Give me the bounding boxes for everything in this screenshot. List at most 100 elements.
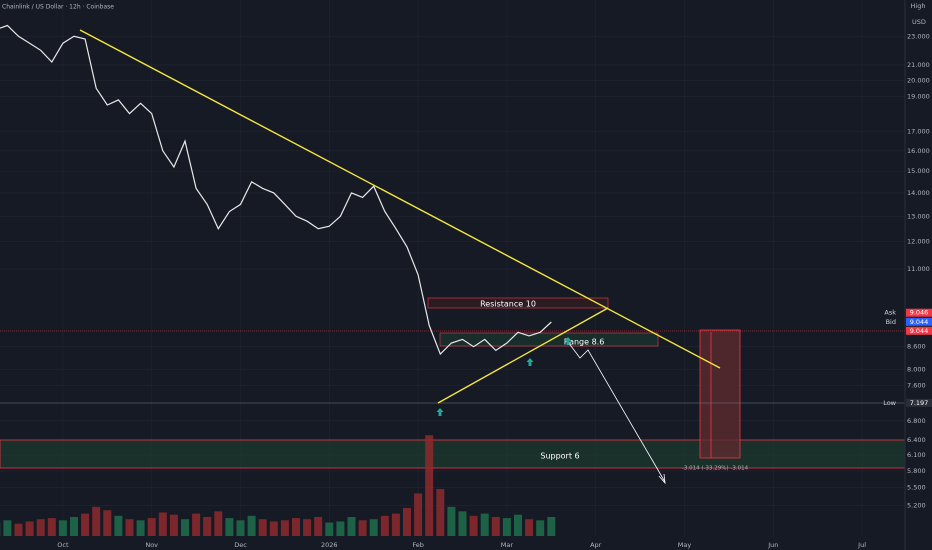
price-line: [0, 24, 552, 356]
volume-bar: [458, 511, 467, 536]
x-tick-label: Jul: [857, 541, 866, 549]
y-tick-label: 16.000: [907, 147, 930, 155]
y-tick-label: 14.000: [907, 189, 930, 197]
projection-arrowhead: [658, 473, 666, 485]
volume-bar: [547, 516, 556, 536]
y-tick-label: 23.000: [907, 32, 930, 40]
volume-bar: [502, 518, 511, 536]
projection-path: [567, 341, 666, 483]
support-zone: [0, 439, 906, 469]
volume-bar: [336, 521, 345, 536]
up-arrow: [436, 408, 444, 416]
volume-bar: [380, 515, 389, 536]
short-position: [699, 329, 741, 459]
y-tick-label: 12.000: [907, 238, 930, 246]
range-label: Range 8.6: [564, 338, 605, 347]
volume-bar: [391, 513, 400, 536]
resistance-label: Resistance 10: [480, 300, 536, 309]
currency: USD: [912, 18, 926, 26]
volume-bar: [514, 514, 522, 536]
x-tick-label: Dec: [234, 541, 247, 549]
badge-label: Ask: [884, 309, 896, 317]
volume-bar: [125, 519, 134, 536]
y-tick-label: 7.600: [907, 382, 926, 390]
volume-bar: [358, 520, 367, 536]
volume-bar: [425, 435, 434, 536]
x-tick-label: Oct: [57, 541, 69, 549]
ascending-trendline: [437, 307, 609, 404]
badge-value: 9.046: [910, 309, 929, 317]
buy-arrows: [436, 337, 572, 416]
y-tick-label: 11.000: [907, 265, 930, 273]
volume-bar: [169, 514, 178, 536]
up-arrow: [526, 358, 534, 366]
volume-bar: [447, 506, 456, 536]
x-tick-label: Mar: [501, 541, 514, 549]
volume-bar: [325, 522, 334, 536]
volume-bar: [403, 508, 411, 536]
y-tick-label: 6.100: [907, 451, 926, 459]
y-tick-label: 13.000: [907, 212, 930, 220]
price-badge: [906, 308, 932, 317]
volume-bar: [70, 516, 78, 536]
support-label: Support 6: [540, 452, 579, 461]
y-tick-label: 5.800: [907, 467, 926, 475]
volume-bar: [58, 520, 67, 536]
x-tick-label: Jun: [767, 541, 778, 549]
high-label: High: [911, 2, 926, 10]
badge-label: Bid: [886, 318, 896, 326]
volume-bar: [147, 518, 156, 536]
volume-bar: [436, 488, 445, 536]
volume-bar: [203, 516, 212, 536]
volume-bar: [3, 520, 12, 536]
volume-bar: [47, 518, 56, 536]
volume-bar: [114, 515, 123, 536]
y-tick-label: 17.000: [907, 128, 930, 136]
y-tick-label: 20.000: [907, 76, 930, 84]
volume-bar: [269, 521, 278, 536]
y-tick-label: 15.000: [907, 167, 930, 175]
x-tick-label: 2026: [321, 541, 338, 549]
y-tick-label: 6.800: [907, 417, 926, 425]
badge-value: 9.044: [910, 327, 929, 335]
up-arrow: [564, 337, 572, 345]
price-badge: [906, 317, 932, 326]
volume-bar: [158, 512, 167, 536]
volume-bar: [247, 515, 256, 536]
volume-bar: [92, 506, 101, 536]
descending-trendline: [79, 29, 721, 369]
volume-bar: [81, 513, 90, 536]
volume-bar: [14, 523, 23, 536]
y-tick-label: 19.000: [907, 93, 930, 101]
y-tick-label: 6.400: [907, 436, 926, 444]
target-label: -3.014 (-33.29%) -3.014: [682, 466, 749, 472]
volume-bar: [36, 519, 45, 536]
range-zone: [439, 332, 659, 347]
volume-bar: [347, 516, 356, 536]
volume-bar: [181, 519, 189, 536]
volume-bar: [280, 520, 289, 536]
volume-bar: [258, 519, 267, 536]
resistance-zone: [427, 297, 609, 309]
volume-bar: [214, 511, 223, 536]
price-badge: [906, 326, 932, 335]
volume-bar: [480, 513, 489, 536]
y-tick-label: 5.500: [907, 484, 926, 492]
y-tick-label: 21.000: [907, 61, 930, 69]
badge-value: 7.197: [910, 399, 929, 407]
volume-bar: [136, 520, 145, 536]
volume-bar: [103, 510, 112, 536]
badge-label: Low: [883, 399, 896, 407]
x-tick-label: Feb: [412, 541, 424, 549]
chart-title: Chainlink / US Dollar · 12h · Coinbase: [2, 4, 114, 11]
y-tick-label: 5.200: [907, 501, 926, 509]
y-tick-label: 8.600: [907, 343, 926, 351]
volume-bar: [192, 513, 201, 536]
volume-bar: [414, 493, 423, 536]
volume-bar: [236, 520, 245, 536]
volume-bar: [303, 519, 312, 536]
volume-bar: [25, 521, 34, 536]
volume-bar: [536, 520, 545, 536]
volume-bar: [292, 518, 300, 536]
